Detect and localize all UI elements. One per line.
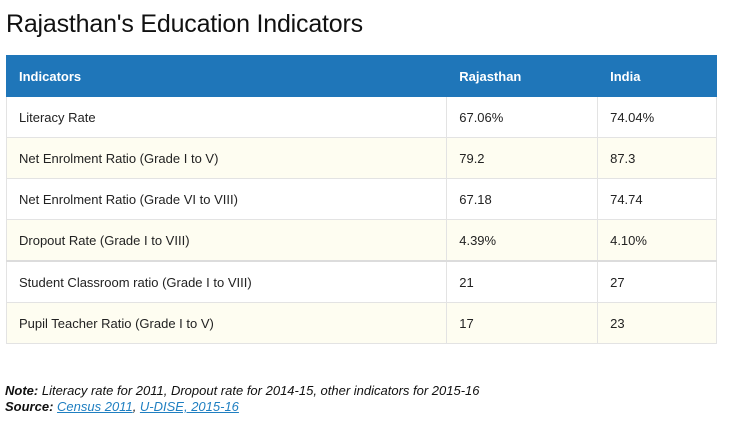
table-row: Student Classroom ratio (Grade I to VIII… [5, 260, 717, 303]
indicator-cell: Pupil Teacher Ratio (Grade I to V) [5, 302, 448, 344]
table-row: Literacy Rate 67.06% 74.04% [5, 96, 717, 138]
table-row: Net Enrolment Ratio (Grade VI to VIII) 6… [5, 178, 717, 220]
note-text: Literacy rate for 2011, Dropout rate for… [41, 383, 480, 398]
rajasthan-value-cell: 67.18 [446, 178, 599, 220]
indicator-cell: Net Enrolment Ratio (Grade VI to VIII) [5, 178, 448, 220]
rajasthan-value-cell: 79.2 [446, 137, 599, 179]
rajasthan-value-cell: 17 [446, 302, 599, 344]
indicator-cell: Literacy Rate [5, 96, 448, 138]
header-india: India [597, 55, 717, 97]
indicator-cell: Student Classroom ratio (Grade I to VIII… [5, 260, 448, 303]
rajasthan-value-cell: 4.39% [446, 219, 599, 262]
source-separator: , [132, 399, 140, 414]
india-value-cell: 87.3 [597, 137, 717, 179]
indicator-cell: Net Enrolment Ratio (Grade I to V) [5, 137, 448, 179]
note-label: Note: [5, 383, 39, 398]
india-value-cell: 23 [597, 302, 717, 344]
table-row: Pupil Teacher Ratio (Grade I to V) 17 23 [5, 302, 717, 344]
rajasthan-value-cell: 21 [446, 260, 599, 303]
rajasthan-value-cell: 67.06% [446, 96, 599, 138]
source-label: Source: [5, 399, 54, 414]
india-value-cell: 27 [597, 260, 717, 303]
india-value-cell: 74.74 [597, 178, 717, 220]
table-row: Net Enrolment Ratio (Grade I to V) 79.2 … [5, 137, 717, 179]
header-rajasthan: Rajasthan [446, 55, 599, 97]
page-title: Rajasthan's Education Indicators [6, 10, 363, 38]
note-line: Note: Literacy rate for 2011, Dropout ra… [5, 383, 480, 399]
india-value-cell: 4.10% [597, 219, 717, 262]
indicator-cell: Dropout Rate (Grade I to VIII) [5, 219, 448, 262]
table-row: Dropout Rate (Grade I to VIII) 4.39% 4.1… [5, 219, 717, 262]
indicators-table: Indicators Rajasthan India Literacy Rate… [5, 55, 717, 344]
table-header-row: Indicators Rajasthan India [5, 55, 717, 97]
footnotes: Note: Literacy rate for 2011, Dropout ra… [5, 383, 480, 415]
source-link-census[interactable]: Census 2011 [57, 399, 133, 414]
header-indicators: Indicators [5, 55, 448, 97]
india-value-cell: 74.04% [597, 96, 717, 138]
source-line: Source: Census 2011, U-DISE, 2015-16 [5, 399, 480, 415]
source-link-udise[interactable]: U-DISE, 2015-16 [139, 399, 239, 414]
